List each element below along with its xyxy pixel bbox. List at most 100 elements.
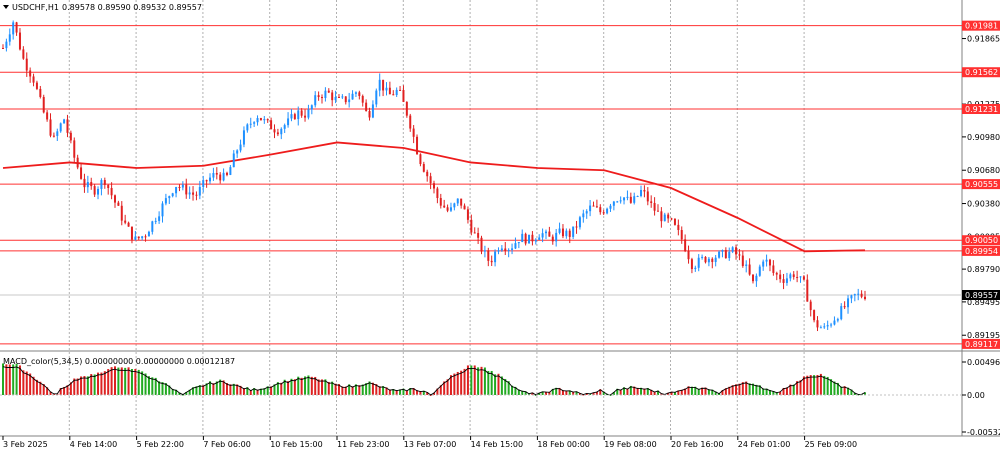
macd-bar bbox=[555, 387, 558, 395]
candle-body bbox=[290, 114, 293, 119]
macd-bar bbox=[460, 370, 463, 395]
macd-bar bbox=[517, 389, 520, 395]
macd-bar bbox=[684, 388, 687, 395]
macd-bar bbox=[239, 385, 242, 395]
macd-bar bbox=[640, 387, 643, 395]
candle-body bbox=[792, 274, 795, 277]
candle-body bbox=[192, 192, 195, 195]
macd-bar bbox=[378, 386, 381, 395]
macd-bar bbox=[667, 392, 670, 395]
candle-body bbox=[592, 205, 595, 207]
candle-body bbox=[694, 267, 697, 270]
macd-bar bbox=[103, 371, 106, 395]
candle-body bbox=[371, 104, 374, 118]
macd-bar bbox=[524, 391, 527, 395]
level-label-box bbox=[962, 67, 1000, 78]
macd-signal-line bbox=[2, 366, 866, 396]
macd-bar bbox=[826, 376, 829, 395]
macd-bar bbox=[39, 381, 42, 395]
macd-bar bbox=[752, 383, 755, 395]
price-panel[interactable] bbox=[0, 0, 962, 350]
macd-bar bbox=[171, 388, 174, 395]
macd-bar bbox=[850, 389, 853, 395]
macd-bar bbox=[76, 378, 79, 395]
symbol-dropdown-icon[interactable] bbox=[3, 5, 9, 9]
candle-body bbox=[334, 96, 337, 101]
candle-body bbox=[259, 118, 262, 121]
macd-bar bbox=[2, 363, 4, 395]
candle-body bbox=[830, 324, 833, 326]
macd-bar bbox=[29, 373, 32, 395]
candle-body bbox=[5, 41, 8, 49]
macd-bar bbox=[511, 385, 514, 395]
candle-body bbox=[544, 231, 547, 234]
macd-bar bbox=[59, 388, 62, 395]
candle-body bbox=[90, 182, 93, 187]
macd-bar bbox=[127, 367, 130, 395]
macd-bar bbox=[592, 392, 595, 395]
macd-bar bbox=[314, 376, 317, 395]
macd-bar bbox=[504, 378, 507, 395]
candle-body bbox=[528, 234, 531, 244]
candle-body bbox=[667, 214, 670, 219]
candle-body bbox=[324, 90, 327, 99]
candle-body bbox=[354, 92, 357, 94]
macd-bar bbox=[368, 381, 371, 395]
indicator-label[interactable]: MACD_color(5,34,5) 0.00000000 0.00000000… bbox=[3, 357, 235, 366]
macd-bar bbox=[690, 386, 693, 395]
macd-bar bbox=[395, 390, 398, 395]
candle-body bbox=[181, 184, 184, 188]
macd-bar bbox=[212, 383, 215, 395]
candle-body bbox=[748, 264, 751, 275]
macd-bar bbox=[52, 393, 55, 395]
candle-body bbox=[392, 94, 395, 96]
candle-body bbox=[589, 205, 592, 212]
candle-body bbox=[633, 196, 636, 203]
macd-bar bbox=[324, 379, 327, 395]
candle-body bbox=[650, 201, 653, 203]
macd-bar bbox=[636, 387, 639, 395]
candle-body bbox=[310, 105, 313, 110]
candle-body bbox=[297, 110, 300, 120]
macd-bar bbox=[297, 376, 300, 395]
macd-bar bbox=[704, 387, 707, 395]
symbol-label[interactable]: USDCHF,H1 bbox=[12, 3, 59, 12]
candle-body bbox=[796, 276, 799, 278]
macd-bar bbox=[473, 365, 476, 395]
candle-body bbox=[242, 130, 245, 145]
macd-bar bbox=[446, 379, 449, 395]
macd-bar bbox=[49, 391, 52, 395]
candle-body bbox=[745, 264, 748, 266]
macd-bar bbox=[209, 381, 212, 395]
candle-body bbox=[446, 207, 449, 211]
macd-bar bbox=[168, 385, 171, 395]
macd-bar bbox=[558, 387, 561, 395]
candle-body bbox=[714, 257, 717, 262]
candle-body bbox=[575, 226, 578, 228]
candle-body bbox=[687, 251, 690, 260]
macd-bar bbox=[449, 375, 452, 395]
macd-bar bbox=[69, 382, 72, 395]
macd-bar bbox=[198, 385, 201, 395]
macd-bar bbox=[433, 392, 435, 395]
macd-bar bbox=[409, 388, 412, 395]
candle-body bbox=[721, 250, 724, 252]
macd-bar bbox=[141, 371, 144, 395]
candle-body bbox=[229, 167, 232, 175]
candle-body bbox=[443, 205, 446, 208]
macd-bar bbox=[86, 376, 89, 395]
macd-bar bbox=[735, 384, 738, 395]
candle-body bbox=[307, 109, 310, 118]
candle-body bbox=[439, 198, 442, 206]
candle-body bbox=[819, 327, 822, 329]
macd-bar bbox=[694, 386, 697, 395]
candle-body bbox=[629, 196, 632, 203]
candle-body bbox=[351, 93, 354, 100]
macd-bar bbox=[18, 365, 21, 395]
macd-tick-label: -0.0053225 bbox=[967, 428, 1000, 437]
time-label: 20 Feb 16:00 bbox=[671, 440, 723, 449]
candle-body bbox=[12, 22, 15, 35]
candle-body bbox=[466, 209, 469, 220]
macd-bar bbox=[90, 374, 93, 395]
